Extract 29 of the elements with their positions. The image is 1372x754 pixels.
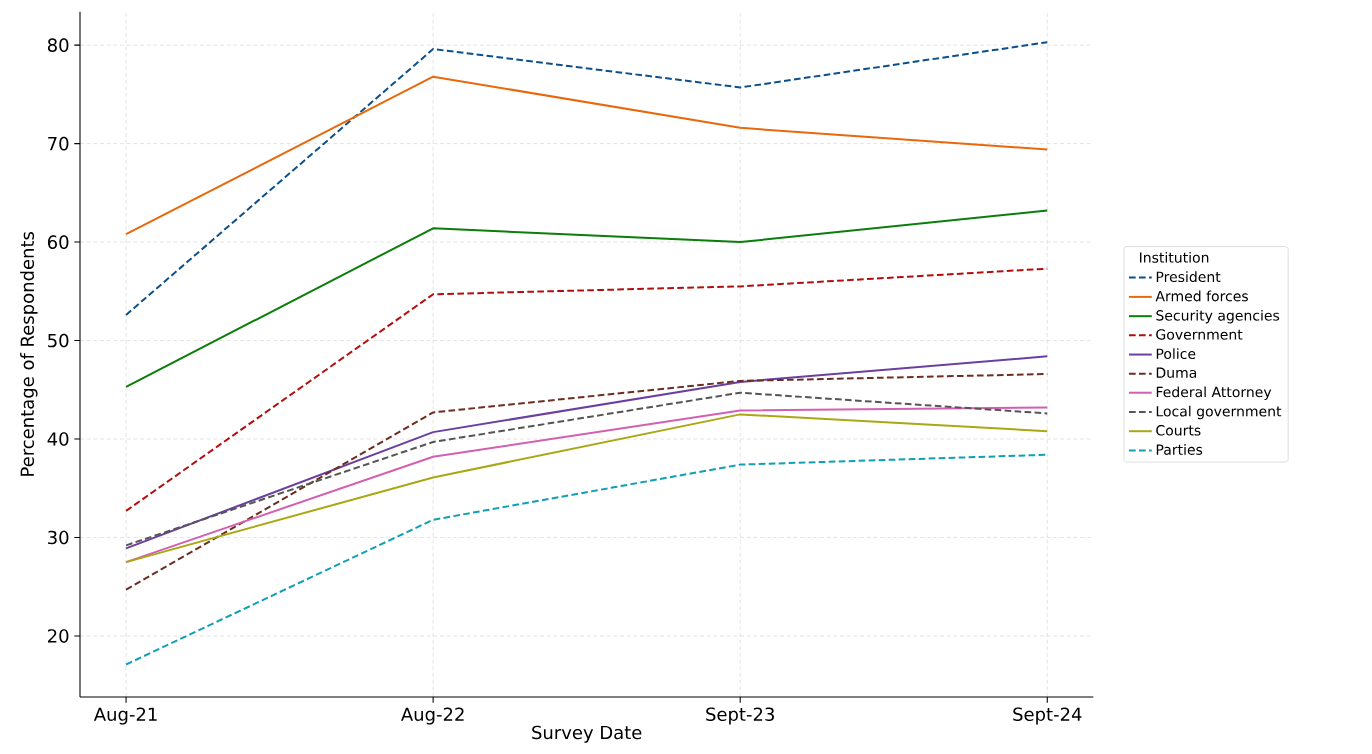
y-axis-title: Percentage of Respondents (20, 231, 38, 476)
legend-label: President (1156, 271, 1221, 283)
y-tick-label: 80 (47, 38, 69, 52)
legend-label: Federal Attorney (1156, 386, 1272, 400)
legend-label: Armed forces (1155, 290, 1248, 302)
y-tick-label: 40 (47, 432, 69, 446)
x-axis-title: Survey Date (532, 725, 642, 743)
legend-label: Parties (1156, 444, 1203, 455)
x-tick-label: Aug-21 (93, 707, 157, 725)
y-tick-label: 70 (48, 136, 69, 151)
legend-label: Courts (1156, 425, 1201, 436)
legend-title: Institution (1140, 251, 1209, 263)
y-tick-label: 60 (47, 235, 69, 249)
x-tick-label: Sept-23 (706, 707, 774, 725)
line-series (125, 355, 1049, 550)
legend-label: Duma (1156, 367, 1197, 378)
x-tick-label: Aug-22 (401, 707, 464, 725)
legend-label: Local government (1156, 405, 1282, 420)
legend-label: Police (1156, 348, 1196, 360)
x-tick-label: Sept-24 (1013, 707, 1082, 725)
legend-label: Security agencies (1156, 309, 1280, 324)
line-series (125, 75, 1049, 236)
line-series (125, 391, 1049, 547)
legend-label: Government (1156, 329, 1243, 340)
y-tick-label: 30 (48, 530, 69, 545)
line-series (125, 41, 1049, 316)
y-tick-label: 20 (48, 629, 69, 643)
line-series (125, 209, 1049, 388)
y-tick-label: 50 (48, 333, 69, 348)
